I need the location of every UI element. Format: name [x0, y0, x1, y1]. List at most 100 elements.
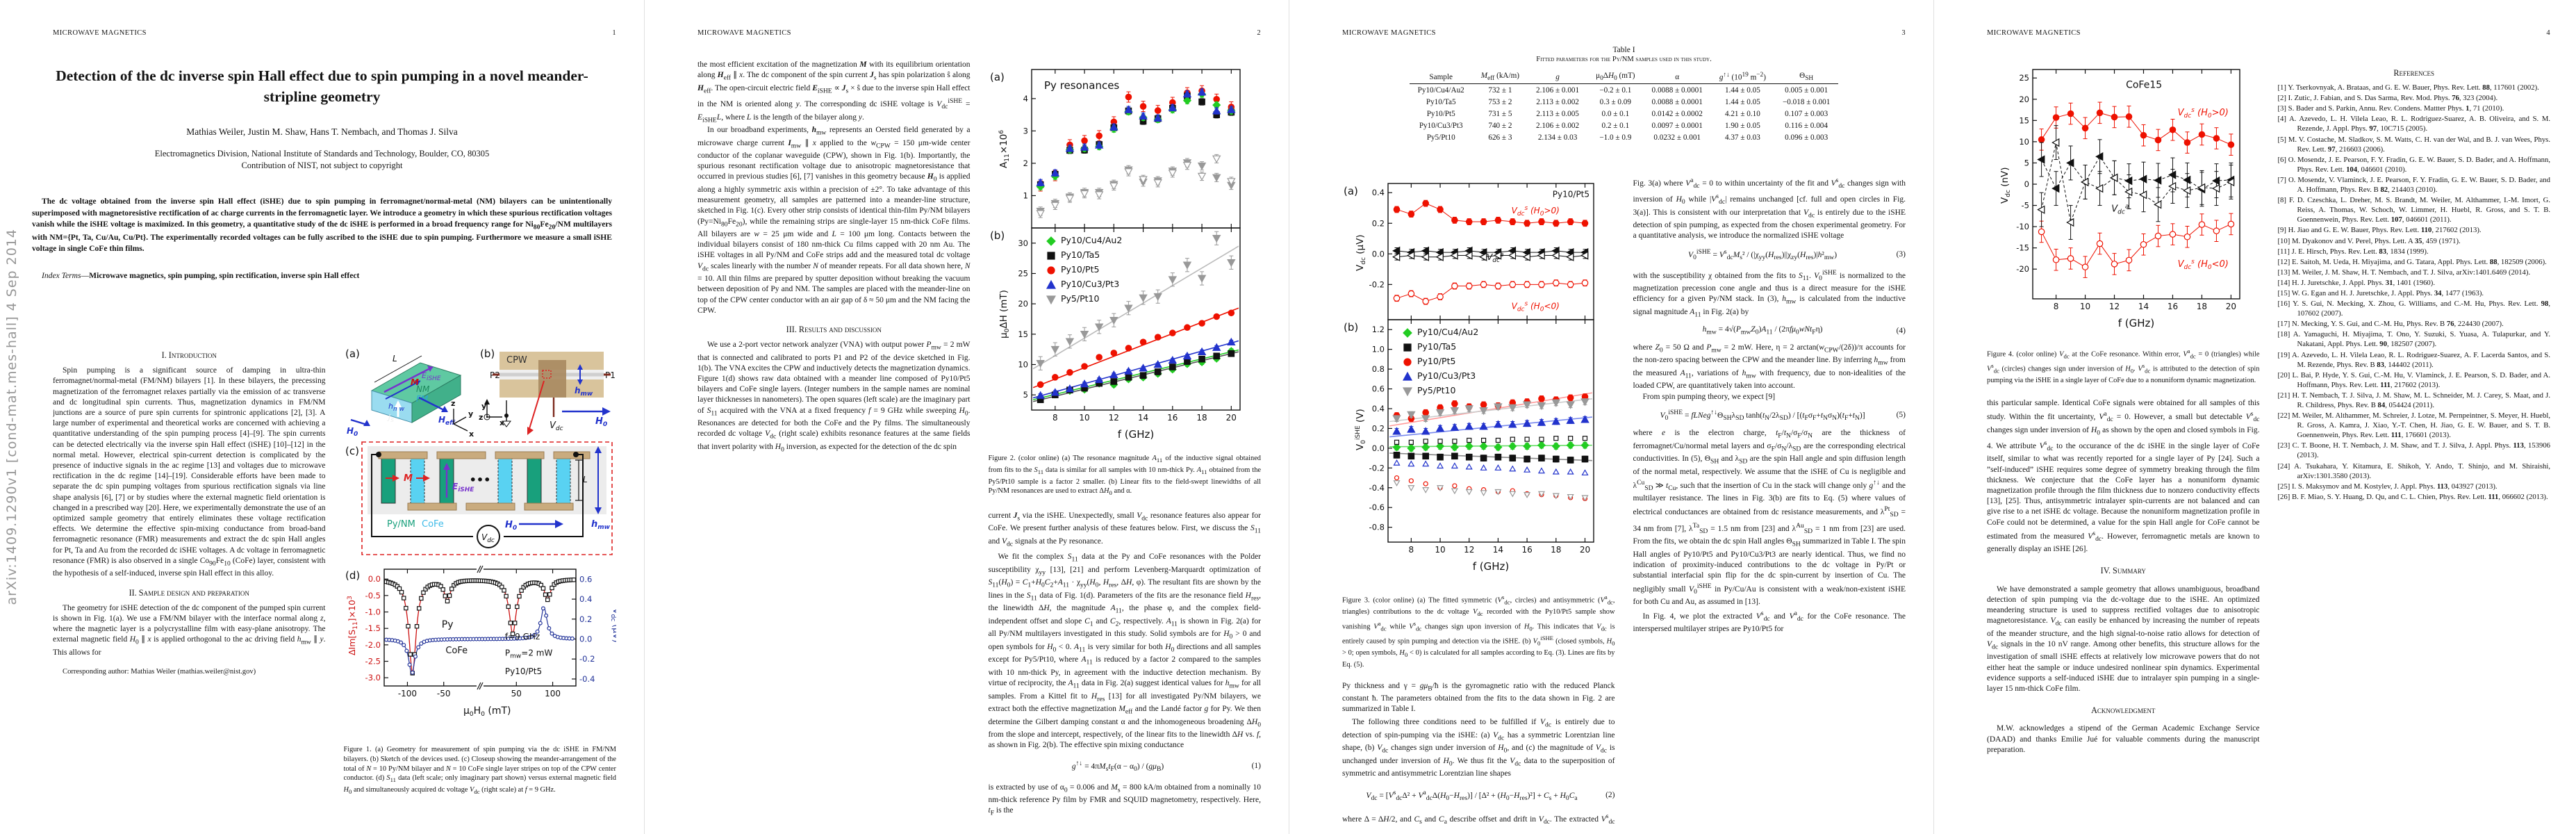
svg-text:Py10/Pt5: Py10/Pt5 — [1553, 190, 1590, 199]
svg-text:Py10/Pt5: Py10/Pt5 — [504, 667, 541, 676]
equation-2-number: (2) — [1605, 790, 1615, 799]
svg-text:10: 10 — [1435, 545, 1445, 555]
svg-text:Vdc (μV): Vdc (μV) — [1355, 234, 1367, 271]
svg-text:NM: NM — [416, 384, 430, 394]
svg-text:H0: H0 — [595, 416, 607, 428]
svg-text:Py10/Pt5: Py10/Pt5 — [1417, 356, 1455, 366]
svg-text:16: 16 — [2168, 302, 2178, 311]
svg-text:-3.0: -3.0 — [365, 673, 380, 682]
svg-text:Py10/Cu4/Au2: Py10/Cu4/Au2 — [1061, 235, 1122, 245]
svg-text:Py10/Ta5: Py10/Ta5 — [1417, 341, 1456, 352]
reference-item: [20] L. Bai, P. Hyde, Y. S. Gui, C.-M. H… — [2277, 370, 2551, 389]
page-2: MICROWAVE MAGNETICS 2 the most efficient… — [644, 0, 1289, 834]
section-summary: IV. Summary — [2100, 566, 2146, 576]
figure-3: 0.4 0.2 0.0 -0.2 (a) Vdc (μV) Py10/Pt5 Vdcs (H0… — [1342, 175, 1615, 670]
reference-item: [18] A. Yamaguchi, H. Miyajima, T. Ono, … — [2277, 330, 2551, 349]
reference-item: [8] F. D. Czeschka, L. Dreher, M. S. Bra… — [2277, 196, 2551, 224]
paragraph: We have demonstrated a sample geometry t… — [1987, 584, 2260, 694]
svg-text:5: 5 — [2024, 158, 2029, 167]
running-header: MICROWAVE MAGNETICS 1 — [53, 29, 616, 37]
journal-name: MICROWAVE MAGNETICS — [1987, 29, 2081, 37]
reference-item: [26] B. F. Miao, S. Y. Huang, D. Qu, and… — [2277, 492, 2548, 501]
svg-text:M: M — [411, 377, 419, 387]
reference-item: [1] Y. Tserkovnyak, A. Brataas, and G. E… — [2277, 83, 2539, 92]
svg-text:-2.0: -2.0 — [365, 640, 380, 650]
paragraph: the most efficient excitation of the mag… — [697, 60, 971, 124]
paragraph: The following three conditions need to b… — [1342, 718, 1615, 778]
figure-1-caption: Figure 1. (a) Geometry for measurement o… — [343, 746, 617, 795]
svg-text:-100: -100 — [397, 689, 416, 698]
paragraph: current Js via the iSHE. Unexpectedly, s… — [988, 511, 1262, 548]
table-row: Py10/Cu3/Pt3 740 ± 2 2.106 ± 0.002 0.2 ± 0.… — [1419, 121, 1828, 130]
svg-text:Py5/Pt10: Py5/Pt10 — [1417, 385, 1455, 395]
reference-item: [12] E. Saitoh, M. Ueda, H. Miyajima, an… — [2277, 257, 2547, 266]
page-number: 2 — [1257, 29, 1261, 37]
svg-text:8: 8 — [1409, 545, 1414, 555]
table-row: Py5/Pt10 626 ± 3 2.134 ± 0.03 −1.0 ± 0.9 0.0… — [1426, 133, 1828, 142]
journal-name: MICROWAVE MAGNETICS — [53, 29, 147, 37]
page2-left-column: the most efficient excitation of the mag… — [697, 60, 971, 828]
svg-text:f=9 GHz: f=9 GHz — [504, 632, 539, 641]
page-number: 1 — [612, 29, 616, 37]
paragraph: Fig. 3(a) where Vadc = 0 to within uncer… — [1633, 177, 1906, 240]
table-row: Py10/Cu4/Au2 732 ± 1 2.106 ± 0.001 −0.2 ± 0… — [1417, 85, 1828, 95]
svg-text:Vdcs (H0>0): Vdcs (H0>0) — [2178, 107, 2229, 120]
svg-text:(a): (a) — [990, 71, 1005, 83]
paragraph: Py thickness and γ = gμB/ħ is the gyroma… — [1342, 681, 1615, 714]
running-header: MICROWAVE MAGNETICS 2 — [697, 29, 1261, 37]
svg-text:Vdca: Vdca — [1487, 252, 1503, 264]
table-1-title: Table I — [1612, 46, 1635, 54]
svg-text:0.4: 0.4 — [1372, 188, 1385, 197]
reference-item: [10] M. Dyakonov and V. Perel, Phys. Let… — [2277, 236, 2461, 245]
svg-text:Vdc: Vdc — [481, 532, 495, 544]
svg-text:10: 10 — [2019, 137, 2029, 147]
page-3: MICROWAVE MAGNETICS 3 Table I Fitted par… — [1289, 0, 1933, 834]
reference-item: [19] A. Azevedo, L. H. Vilela Leao, R. L… — [2277, 350, 2551, 369]
svg-text:(a): (a) — [345, 348, 360, 360]
svg-text:y: y — [468, 409, 473, 418]
equation-4-number: (4) — [1896, 327, 1906, 336]
svg-text:x: x — [499, 418, 504, 427]
paragraph: In our broadband experiments, hmw repres… — [697, 126, 971, 315]
equation-3-number: (3) — [1896, 250, 1906, 259]
svg-text:(b): (b) — [480, 348, 495, 360]
svg-text:0.8: 0.8 — [1372, 364, 1385, 374]
paragraph: where Z0 = 50 Ω and Pmw = 2 mW. Here, η … — [1633, 343, 1906, 391]
section-references: References — [2393, 68, 2435, 78]
equation-4: hmw = 4√(PmwZ0)A11 / (2πfμ0wNtFη) (4) — [1633, 325, 1906, 338]
svg-text:-0.6: -0.6 — [1369, 502, 1385, 512]
equation-2-body: Vdc = [VsdcΔ² + VadcΔ(H0−Hres)] / [Δ² + … — [1366, 788, 1578, 802]
svg-text:x: x — [469, 430, 474, 439]
paragraph: We use a 2-port vector network analyzer … — [697, 341, 971, 454]
svg-text:0: 0 — [2024, 179, 2029, 189]
running-header: MICROWAVE MAGNETICS 3 — [1342, 29, 1906, 37]
paragraph: is extracted by use of α0 = 0.006 and Ms… — [988, 783, 1262, 817]
svg-text:Heff: Heff — [438, 415, 456, 427]
page3-columns: 0.4 0.2 0.0 -0.2 (a) Vdc (μV) Py10/Pt5 Vdcs (H0… — [1342, 175, 1906, 828]
svg-text:•••: ••• — [469, 473, 490, 486]
svg-text:-50: -50 — [436, 689, 450, 698]
svg-text:18: 18 — [1196, 413, 1207, 423]
svg-text:(c): (c) — [345, 445, 359, 457]
figure-2-caption: Figure 2. (color online) (a) The resonan… — [988, 455, 1262, 497]
svg-text:Js: Js — [387, 413, 394, 424]
table-1-subtitle: Fitted parameters for the Py/NM samples … — [1536, 56, 1712, 63]
reference-item: [14] H. J. Juretschke, J. Appl. Phys. 31… — [2277, 278, 2436, 287]
svg-text:Py10/Cu4/Au2: Py10/Cu4/Au2 — [1417, 327, 1478, 337]
table-row: Py10/Pt5 731 ± 5 2.113 ± 0.005 0.0 ± 0.1 0.0… — [1426, 109, 1828, 118]
svg-text:25: 25 — [2019, 73, 2029, 83]
reference-item: [5] M. V. Costache, M. Sladkov, S. M. Wa… — [2277, 135, 2551, 154]
svg-text:Py: Py — [441, 619, 453, 630]
svg-text:16: 16 — [1167, 413, 1178, 423]
svg-text:0.0: 0.0 — [1372, 443, 1385, 453]
svg-text:z: z — [451, 399, 455, 408]
svg-text:5: 5 — [1023, 390, 1027, 400]
figure-4-chart: 8 10 12 14 16 18 20 25 20 15 10 5 0 -5 -10 -15 -20 Vdc (n… — [1999, 69, 2240, 329]
svg-text:18: 18 — [1551, 545, 1561, 555]
svg-text:CoFe: CoFe — [422, 519, 444, 530]
sample-paragraph: The geometry for iSHE detection of the d… — [53, 603, 326, 657]
paragraph: M.W. acknowledges a stipend of the Germa… — [1987, 724, 2260, 754]
svg-text:μ0ΔH (mT): μ0ΔH (mT) — [998, 290, 1011, 338]
index-terms: Index Terms—Microwave magnetics, spin pu… — [42, 271, 360, 281]
svg-text:Py10/Cu3/Pt3: Py10/Cu3/Pt3 — [1061, 279, 1119, 289]
